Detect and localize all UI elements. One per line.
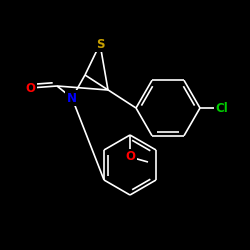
Text: N: N — [67, 92, 77, 104]
Text: Cl: Cl — [216, 102, 228, 114]
Text: O: O — [125, 150, 135, 164]
Text: S: S — [96, 38, 104, 51]
Text: O: O — [25, 82, 35, 94]
